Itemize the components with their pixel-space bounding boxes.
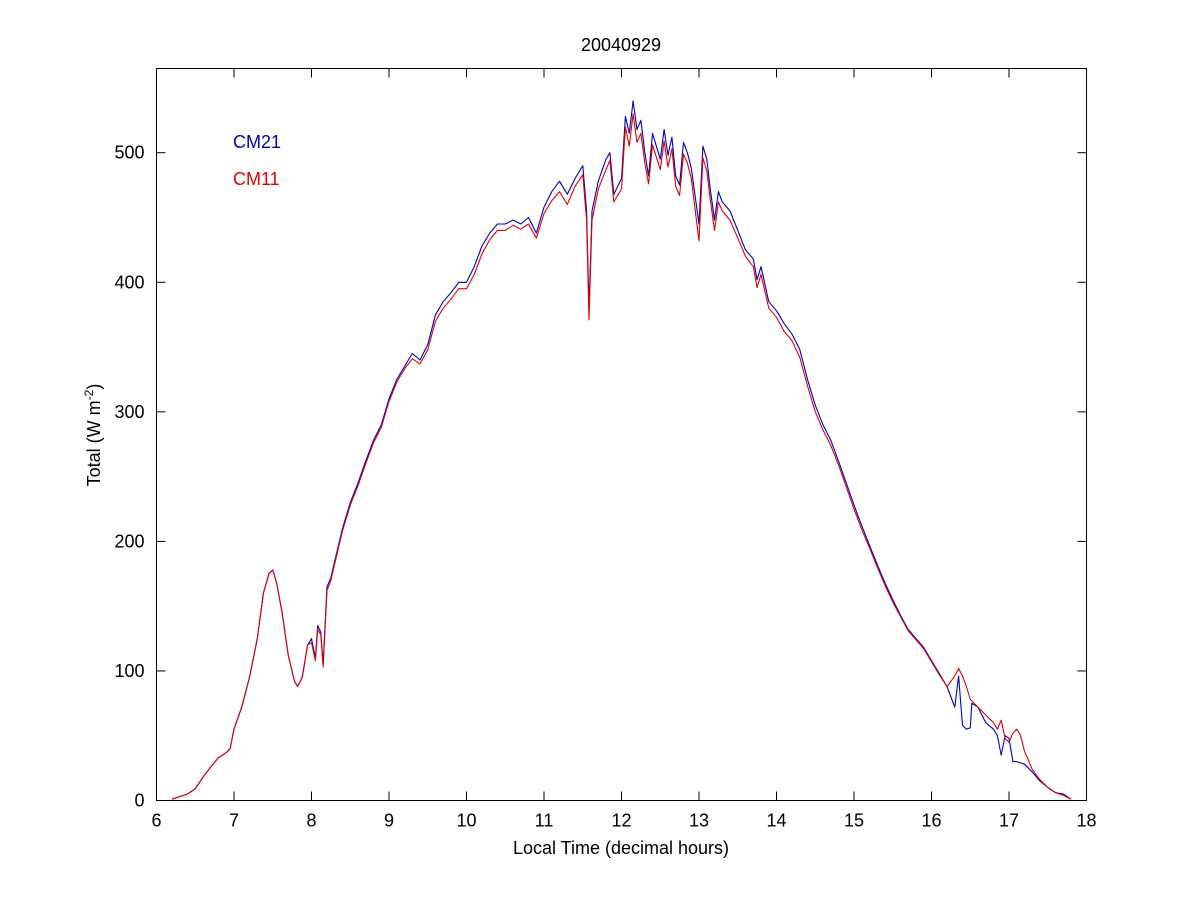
chart-title: 20040929 — [581, 35, 661, 55]
x-tick-label: 10 — [456, 811, 476, 831]
x-tick-label: 6 — [151, 811, 161, 831]
y-axis-label: Total (W m-2) — [82, 384, 104, 487]
x-tick-label: 16 — [921, 811, 941, 831]
x-tick-label: 8 — [306, 811, 316, 831]
y-tick-label: 200 — [114, 531, 144, 551]
x-tick-label: 14 — [766, 811, 786, 831]
y-tick-label: 0 — [134, 791, 144, 811]
y-axis-label-close: ) — [84, 384, 104, 390]
y-tick-label: 100 — [114, 661, 144, 681]
legend-entry-cm11: CM11 — [233, 169, 280, 189]
x-tick-label: 9 — [384, 811, 394, 831]
y-tick-label: 400 — [114, 272, 144, 292]
x-tick-label: 17 — [999, 811, 1019, 831]
series-line-cm11 — [171, 113, 1072, 800]
x-tick-label: 15 — [844, 811, 864, 831]
y-tick-label: 300 — [114, 402, 144, 422]
x-tick-label: 18 — [1076, 811, 1096, 831]
legend-entry-cm21: CM21 — [233, 132, 281, 152]
x-tick-label: 12 — [611, 811, 631, 831]
y-axis-label-superscript: -2 — [82, 389, 96, 400]
legend: CM21 CM11 — [233, 132, 281, 189]
x-axis-label: Local Time (decimal hours) — [513, 838, 729, 858]
x-tick-label: 11 — [535, 811, 554, 831]
y-axis: 0 100 200 300 400 500 — [114, 143, 1087, 811]
x-tick-label: 7 — [229, 811, 239, 831]
x-tick-label: 13 — [689, 811, 709, 831]
x-axis: 6 7 8 9 10 11 12 13 14 15 16 17 18 — [151, 68, 1097, 831]
series-layer — [171, 100, 1072, 800]
y-tick-label: 500 — [114, 143, 144, 163]
y-axis-label-main: Total (W m — [84, 400, 104, 486]
